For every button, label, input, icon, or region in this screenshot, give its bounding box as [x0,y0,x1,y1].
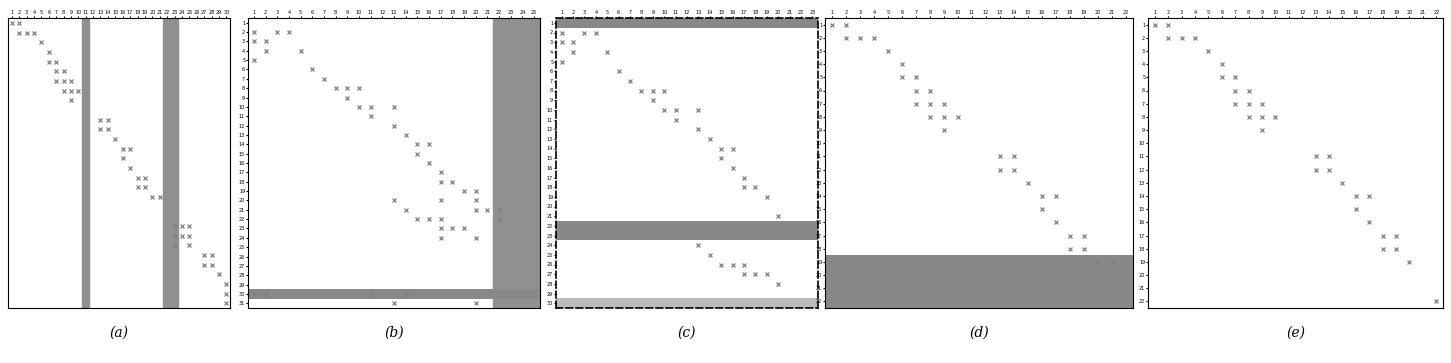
Bar [556,221,818,240]
Text: (d): (d) [969,325,988,339]
Text: (c): (c) [678,325,696,339]
Bar [83,18,90,308]
Bar [826,255,1133,308]
Bar [164,18,178,308]
Bar [556,18,818,28]
Bar [248,289,540,299]
Text: (b): (b) [385,325,403,339]
Bar [556,298,818,308]
Text: (a): (a) [109,325,129,339]
Bar [493,18,540,308]
Text: (e): (e) [1286,325,1304,339]
